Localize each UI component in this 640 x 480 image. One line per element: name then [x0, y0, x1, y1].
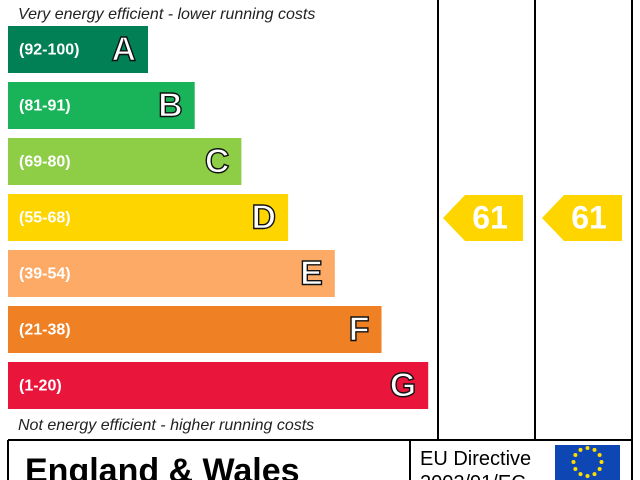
rating-value: 61 [571, 199, 607, 235]
band-bar [8, 26, 148, 73]
eu-star [599, 460, 604, 464]
band-letter: C [205, 142, 230, 180]
frame [7, 0, 633, 480]
band-range: (81-91) [19, 98, 71, 115]
eu-star [585, 474, 590, 478]
eu-star [578, 472, 583, 477]
eu-star [592, 447, 597, 452]
band-range: (92-100) [19, 42, 79, 59]
band-letter: B [158, 86, 183, 124]
eu-star [597, 467, 602, 471]
band-bar [8, 306, 382, 353]
eu-star [592, 472, 597, 477]
band-range: (69-80) [19, 154, 71, 171]
eu-stars [571, 446, 604, 478]
band-letter: D [252, 198, 277, 236]
band-bar [8, 138, 242, 185]
band-letter: A [111, 30, 136, 68]
band-range: (1-20) [19, 378, 62, 395]
band-bar [8, 250, 335, 297]
band-letter: G [390, 366, 416, 404]
eu-star [578, 447, 583, 452]
band-bar [8, 194, 289, 241]
eu-star [571, 460, 576, 464]
band-bar [8, 82, 195, 129]
bottom-note: Not energy efficient - higher running co… [18, 417, 314, 434]
band-letter: F [349, 310, 370, 348]
band-letter: E [300, 254, 323, 292]
eu-star [597, 453, 602, 457]
band-range: (21-38) [19, 322, 71, 339]
ratings: 61 61 [443, 195, 622, 241]
top-note: Very energy efficient - lower running co… [18, 6, 315, 23]
rating-arrow [542, 195, 622, 241]
band-bar [8, 362, 429, 409]
directive: EU Directive [420, 448, 531, 470]
rating-value: 61 [472, 199, 508, 235]
eu-star [573, 467, 578, 471]
eu-star [573, 453, 578, 457]
eu-star [585, 446, 590, 450]
directive-code: 2002/91/EC [420, 472, 526, 480]
region: England & Wales [25, 452, 300, 480]
band-range: (39-54) [19, 266, 71, 283]
band-range: (55-68) [19, 210, 71, 227]
bands: (92-100) A (81-91) B (69-80) C (55-68) D (39-54)… [8, 26, 429, 409]
rating-arrow [443, 195, 523, 241]
